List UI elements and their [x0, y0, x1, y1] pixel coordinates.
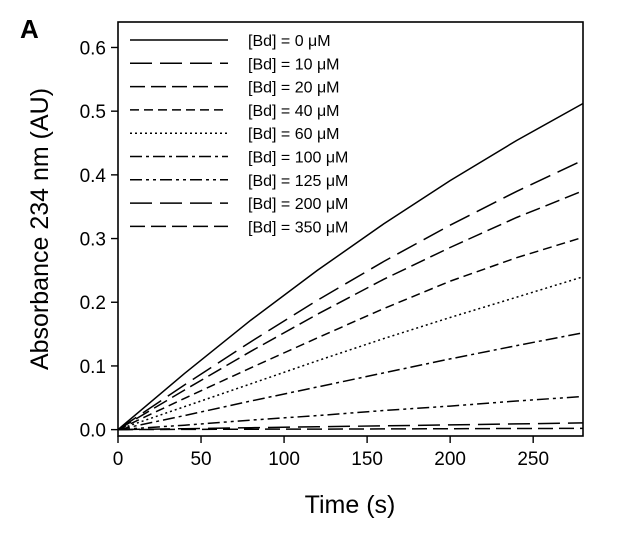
series-lines [117, 102, 584, 431]
panel-label: A [20, 14, 39, 44]
y-tick-label: 0.4 [80, 166, 107, 187]
legend-label: [Bd] = 100 μM [248, 150, 348, 167]
y-tick-label: 0.5 [80, 102, 106, 123]
y-tick-label: 0.6 [80, 38, 106, 59]
legend-label: [Bd] = 200 μM [248, 196, 348, 213]
series-line [117, 332, 584, 431]
y-axis: 0.0 0.1 0.2 0.3 0.4 0.5 0.6 [80, 38, 118, 442]
plot-frame [117, 21, 584, 437]
x-tick-label: 0 [113, 449, 124, 470]
legend-label: [Bd] = 10 μM [248, 56, 339, 73]
y-tick-label: 0.3 [80, 230, 106, 251]
series-line [117, 236, 584, 431]
legend: [Bd] = 0 μM [Bd] = 10 μM [Bd] = 20 μM [Bd] … [130, 33, 348, 236]
legend-label: [Bd] = 125 μM [248, 173, 348, 190]
y-tick-label: 0.0 [80, 421, 106, 442]
y-axis-title: Absorbance 234 nm (AU) [26, 88, 54, 370]
series-line [117, 395, 584, 431]
x-tick-label: 50 [190, 449, 211, 470]
y-tick-label: 0.1 [80, 357, 106, 378]
series-line [117, 190, 584, 431]
series-line [117, 422, 584, 431]
series-line [117, 159, 584, 431]
legend-label: [Bd] = 60 μM [248, 126, 339, 143]
legend-label: [Bd] = 40 μM [248, 103, 339, 120]
series-line [117, 427, 584, 431]
x-axis: 0 50 100 150 200 250 [113, 436, 549, 470]
legend-label: [Bd] = 0 μM [248, 33, 331, 50]
x-tick-label: 100 [268, 449, 300, 470]
x-tick-label: 150 [351, 449, 383, 470]
x-axis-title: Time (s) [305, 491, 396, 519]
x-tick-label: 250 [517, 449, 549, 470]
series-line [117, 276, 584, 431]
y-tick-label: 0.2 [80, 293, 106, 314]
series-line [117, 102, 584, 431]
x-tick-label: 200 [434, 449, 466, 470]
legend-label: [Bd] = 20 μM [248, 80, 339, 97]
legend-label: [Bd] = 350 μM [248, 219, 348, 236]
